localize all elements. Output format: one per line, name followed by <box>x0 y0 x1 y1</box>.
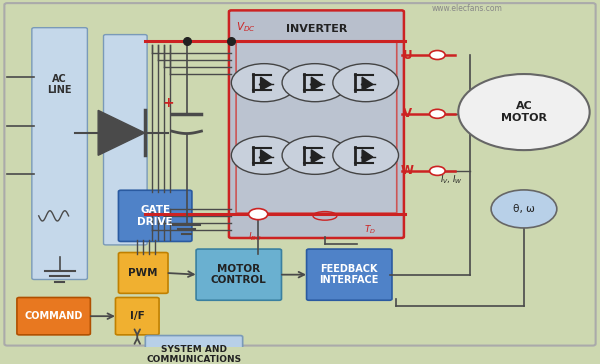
Text: U: U <box>403 48 412 62</box>
Polygon shape <box>260 77 271 90</box>
FancyBboxPatch shape <box>115 297 159 335</box>
Circle shape <box>282 64 348 102</box>
FancyBboxPatch shape <box>32 28 88 280</box>
Text: PWM: PWM <box>128 268 158 278</box>
Circle shape <box>333 136 398 174</box>
Polygon shape <box>98 110 145 155</box>
Circle shape <box>282 136 348 174</box>
Circle shape <box>430 51 445 59</box>
FancyBboxPatch shape <box>118 253 168 293</box>
Polygon shape <box>362 150 373 163</box>
Circle shape <box>232 136 297 174</box>
Polygon shape <box>311 77 322 90</box>
Text: V: V <box>403 107 412 120</box>
FancyBboxPatch shape <box>145 336 242 364</box>
Polygon shape <box>362 77 373 90</box>
Text: www.elecfans.com: www.elecfans.com <box>432 4 503 13</box>
Text: COMMAND: COMMAND <box>25 311 83 321</box>
Polygon shape <box>311 150 322 163</box>
Text: W: W <box>401 165 414 177</box>
FancyBboxPatch shape <box>229 11 404 238</box>
Circle shape <box>248 209 268 219</box>
Circle shape <box>232 64 297 102</box>
FancyBboxPatch shape <box>236 42 397 213</box>
FancyBboxPatch shape <box>118 190 192 241</box>
Circle shape <box>458 74 590 150</box>
Circle shape <box>491 190 557 228</box>
Text: $V_{DC}$: $V_{DC}$ <box>236 20 256 34</box>
Text: AC
MOTOR: AC MOTOR <box>501 101 547 123</box>
Text: $I_{DC}$: $I_{DC}$ <box>248 230 262 243</box>
Text: θ, ω: θ, ω <box>513 204 535 214</box>
Text: I/F: I/F <box>130 311 145 321</box>
FancyBboxPatch shape <box>307 249 392 300</box>
FancyBboxPatch shape <box>104 35 147 245</box>
Circle shape <box>430 109 445 118</box>
Circle shape <box>430 166 445 175</box>
Text: FEEDBACK
INTERFACE: FEEDBACK INTERFACE <box>320 264 379 285</box>
Text: $I_V$, $I_W$: $I_V$, $I_W$ <box>440 173 463 186</box>
Text: AC
LINE: AC LINE <box>47 74 72 95</box>
Text: GATE
DRIVE: GATE DRIVE <box>137 205 173 227</box>
Text: INVERTER: INVERTER <box>286 24 347 34</box>
FancyBboxPatch shape <box>17 297 91 335</box>
Text: +: + <box>163 96 175 110</box>
Circle shape <box>333 64 398 102</box>
Text: SYSTEM AND
COMMUNICATIONS: SYSTEM AND COMMUNICATIONS <box>146 344 242 364</box>
FancyBboxPatch shape <box>196 249 281 300</box>
Text: $T_D$: $T_D$ <box>364 223 376 236</box>
Polygon shape <box>260 150 271 163</box>
Text: MOTOR
CONTROL: MOTOR CONTROL <box>211 264 266 285</box>
